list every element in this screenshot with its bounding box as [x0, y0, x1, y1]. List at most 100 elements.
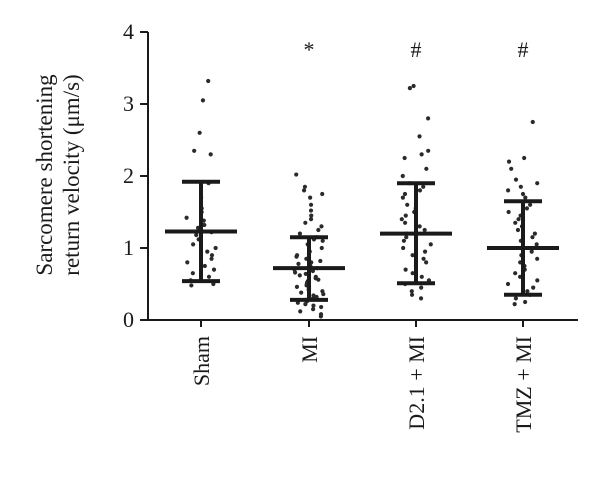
data-point [522, 155, 527, 161]
data-point [531, 285, 536, 290]
data-point [418, 296, 424, 301]
data-point [303, 302, 308, 307]
data-point [206, 274, 212, 279]
data-point [318, 314, 323, 319]
data-point [190, 271, 195, 276]
data-point [417, 188, 423, 193]
data-point [417, 134, 422, 139]
data-point [293, 270, 298, 275]
data-point [535, 181, 540, 186]
data-point [534, 242, 539, 247]
data-point [421, 184, 426, 189]
data-point [213, 245, 218, 251]
category-label: Sham [189, 336, 214, 386]
data-point [532, 231, 537, 236]
data-point [296, 261, 301, 266]
data-point [206, 78, 211, 84]
data-point [297, 231, 303, 236]
data-point [400, 173, 405, 179]
data-point [299, 290, 304, 295]
data-point [419, 274, 424, 279]
data-point [405, 202, 410, 207]
data-point [209, 253, 215, 258]
data-point [309, 213, 314, 218]
data-point [524, 206, 530, 211]
data-point [303, 271, 308, 277]
data-point [189, 283, 194, 288]
category-label: D2.1 + MI [404, 336, 429, 430]
data-point [523, 299, 528, 305]
y-ticks: 0 1 2 3 4 [123, 19, 148, 332]
data-point [208, 152, 213, 157]
data-point [320, 191, 325, 197]
data-point [185, 260, 190, 265]
data-point [513, 220, 518, 225]
data-point [419, 152, 424, 157]
data-point [506, 209, 511, 215]
data-point [409, 289, 414, 294]
data-point [401, 238, 407, 243]
data-point [308, 202, 314, 207]
data-point [209, 256, 214, 261]
data-point [424, 166, 429, 171]
data-point [512, 302, 517, 307]
data-point [424, 260, 429, 265]
data-point [294, 254, 299, 259]
data-point [399, 217, 404, 222]
data-point [407, 86, 412, 91]
data-point [308, 195, 313, 200]
data-point [505, 188, 511, 193]
data-point [311, 303, 316, 308]
mean-sd-bars [165, 179, 559, 302]
data-point [509, 166, 514, 171]
y-axis-label-line-2: return velocity (μm/s) [59, 74, 84, 275]
y-tick-label: 0 [123, 307, 134, 332]
data-point [528, 202, 533, 207]
data-point [192, 148, 197, 153]
data-point [205, 249, 210, 254]
data-point [294, 284, 300, 289]
x-tick-labels: Sham MI D2.1 + MI TMZ + MI [189, 336, 536, 433]
data-point [417, 224, 422, 229]
data-point [535, 256, 540, 261]
data-point [513, 296, 518, 301]
data-point [403, 267, 408, 272]
data-point [308, 217, 314, 222]
y-tick-label: 1 [123, 235, 134, 260]
data-point [402, 155, 407, 161]
data-point [419, 285, 424, 290]
significance-mark: # [518, 37, 529, 62]
data-point [202, 263, 207, 269]
data-point [411, 83, 416, 89]
data-point [321, 291, 326, 297]
data-point [400, 195, 405, 200]
data-point [410, 271, 415, 276]
significance-mark: * [304, 37, 315, 62]
data-point [513, 177, 519, 182]
category-label: TMZ + MI [511, 336, 536, 433]
data-point [200, 98, 206, 103]
y-axis-label: Sarcomere shortening return velocity (μm… [32, 74, 84, 276]
data-point [298, 309, 303, 314]
y-tick-label: 4 [123, 19, 134, 44]
data-point [211, 267, 217, 272]
data-point [409, 292, 415, 297]
y-tick-label: 2 [123, 163, 134, 188]
data-point [530, 119, 535, 125]
data-point [425, 116, 431, 121]
data-point [402, 191, 408, 197]
data-point [294, 172, 299, 177]
data-point [319, 245, 324, 251]
y-tick-label: 3 [123, 91, 134, 116]
data-point [506, 159, 512, 164]
data-point [402, 220, 408, 225]
data-point [302, 184, 308, 189]
data-point [520, 191, 526, 197]
data-point [320, 238, 325, 243]
category-label: MI [297, 336, 322, 363]
y-axis-label-line-1: Sarcomere shortening [32, 74, 57, 276]
significance-mark: # [411, 37, 422, 62]
data-point [202, 222, 207, 228]
data-point [310, 307, 316, 312]
